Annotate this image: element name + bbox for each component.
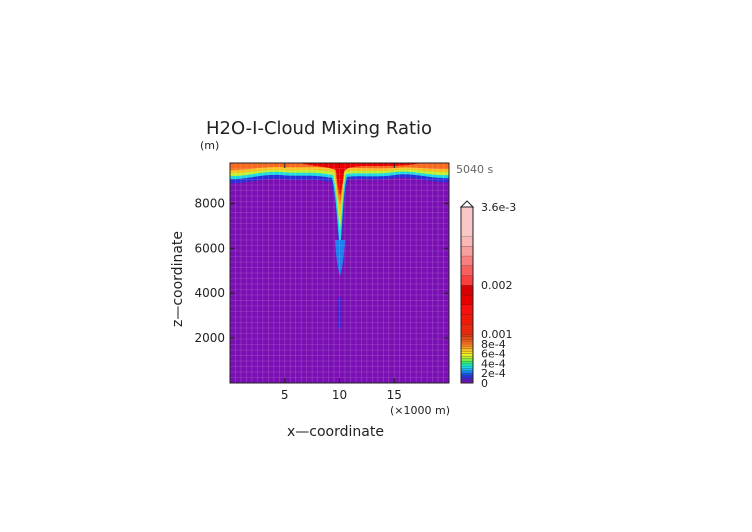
colorbar-swatch <box>461 265 473 276</box>
colorbar-label: 0 <box>481 377 488 390</box>
colorbar-swatch <box>461 314 473 325</box>
colorbar-swatch <box>461 356 473 359</box>
colorbar-swatch <box>461 304 473 315</box>
colorbar-swatch <box>461 365 473 369</box>
colorbar-swatch <box>461 375 473 379</box>
colorbar-swatch <box>461 339 473 342</box>
colorbar-swatch <box>461 336 473 339</box>
y-axis-label: z—coordinate <box>170 231 186 327</box>
y-tick-label: 4000 <box>194 286 225 300</box>
colorbar-swatch <box>461 358 473 361</box>
colorbar-swatch <box>461 255 473 266</box>
colorbar-swatch <box>461 380 473 383</box>
colorbar-swatch <box>461 207 473 237</box>
colorbar-swatch <box>461 246 473 256</box>
colorbar-swatch <box>461 363 473 366</box>
colorbar-swatch <box>461 373 473 376</box>
colorbar-extend-arrow <box>459 200 475 208</box>
colorbar-swatch <box>461 275 473 286</box>
x-tick-label: 10 <box>332 388 347 402</box>
x-axis-label: x—coordinate <box>287 424 384 440</box>
colorbar-label: 3.6e-3 <box>481 201 516 214</box>
chart-title: H2O-I-Cloud Mixing Ratio <box>206 118 432 139</box>
colorbar-swatch <box>461 378 473 381</box>
x-tick-label: 15 <box>387 388 402 402</box>
colorbar-swatches <box>461 206 473 383</box>
colorbar-swatch <box>461 353 473 357</box>
colorbar-swatch <box>461 351 473 354</box>
colorbar-swatch <box>461 341 473 344</box>
y-tick-label: 2000 <box>194 331 225 345</box>
y-unit-label: (m) <box>200 139 219 152</box>
colorbar-swatch <box>461 348 473 352</box>
x-unit-label: (×1000 m) <box>390 404 450 417</box>
colorbar-swatch <box>461 361 473 364</box>
time-label: 5040 s <box>456 163 493 176</box>
colorbar-swatch <box>461 370 473 374</box>
plot-area: 5 10 15 2000 4000 6000 8000 <box>194 162 450 402</box>
y-tick-label: 6000 <box>194 241 225 255</box>
plume-lower <box>335 240 345 276</box>
colorbar-label: 4e-4 <box>481 357 506 370</box>
colorbar-swatch <box>461 236 473 247</box>
axis-ticks: 5 10 15 2000 4000 6000 8000 <box>194 163 449 402</box>
colorbar-swatch <box>461 334 473 337</box>
colorbar-label: 0.001 <box>481 328 513 341</box>
x-tick-label: 5 <box>281 388 289 402</box>
colorbar-swatch <box>461 346 473 349</box>
colorbar-swatch <box>461 343 473 347</box>
colorbar-label: 8e-4 <box>481 338 506 351</box>
y-tick-label: 8000 <box>194 196 225 210</box>
colorbar-label: 6e-4 <box>481 348 506 361</box>
grid <box>230 163 449 383</box>
colorbar-swatch <box>461 324 473 335</box>
colorbar-swatch <box>461 285 473 295</box>
colorbar-label: 0.002 <box>481 279 513 292</box>
colorbar-label: 2e-4 <box>481 367 506 380</box>
colorbar-swatch <box>461 368 473 371</box>
colorbar-swatch <box>461 295 473 305</box>
plume-fragment <box>337 296 342 330</box>
colorbar-frame <box>460 206 474 384</box>
